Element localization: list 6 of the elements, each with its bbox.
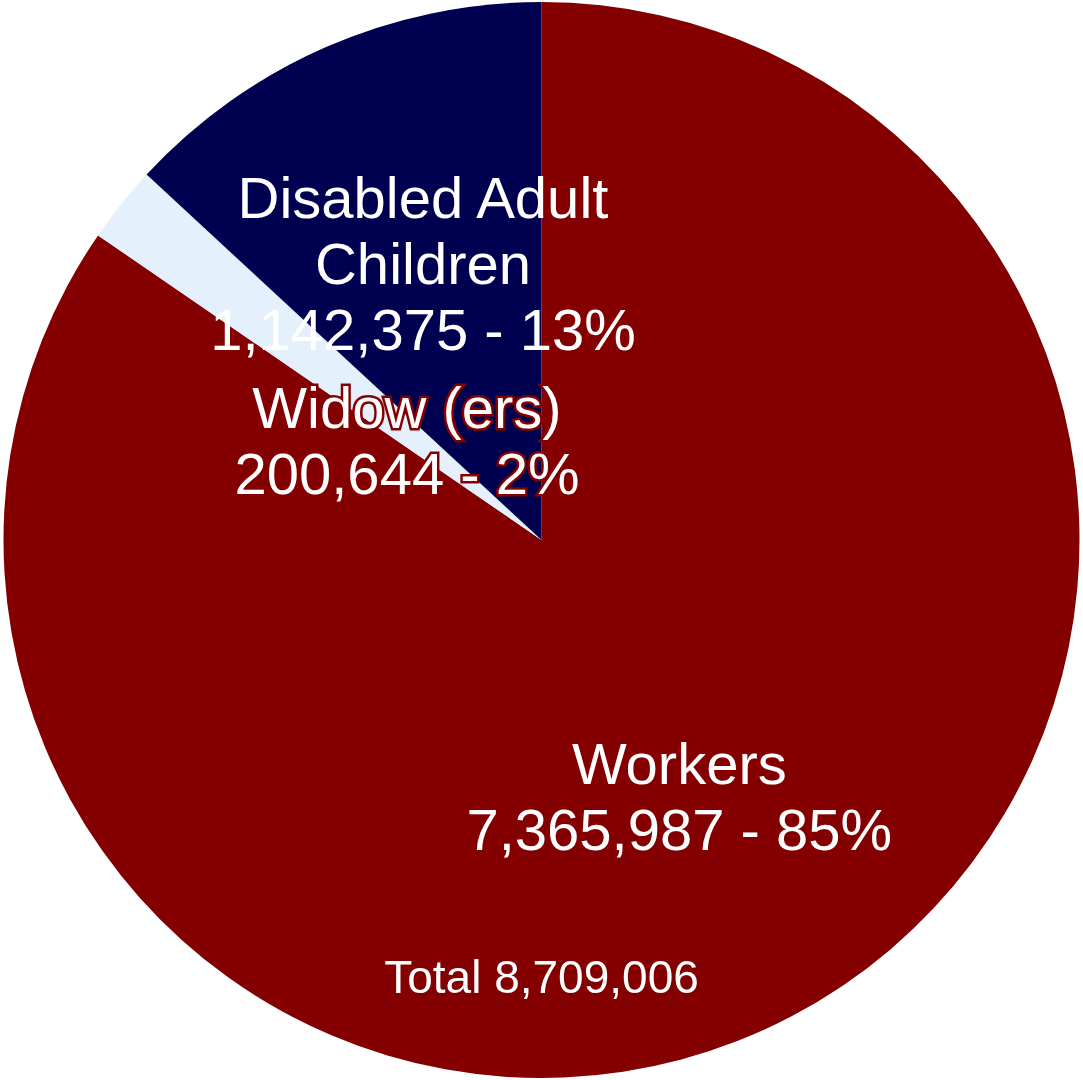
pie-slice <box>4 2 1080 1078</box>
slice-label: Disabled Adult Children <box>237 165 609 297</box>
data-label: 7,365,987 - 85% <box>466 797 893 863</box>
text: Total 8,709,006 <box>384 951 699 1004</box>
slice-label: Workers <box>571 731 787 797</box>
data-label: 200,644 - 2% <box>234 440 580 506</box>
